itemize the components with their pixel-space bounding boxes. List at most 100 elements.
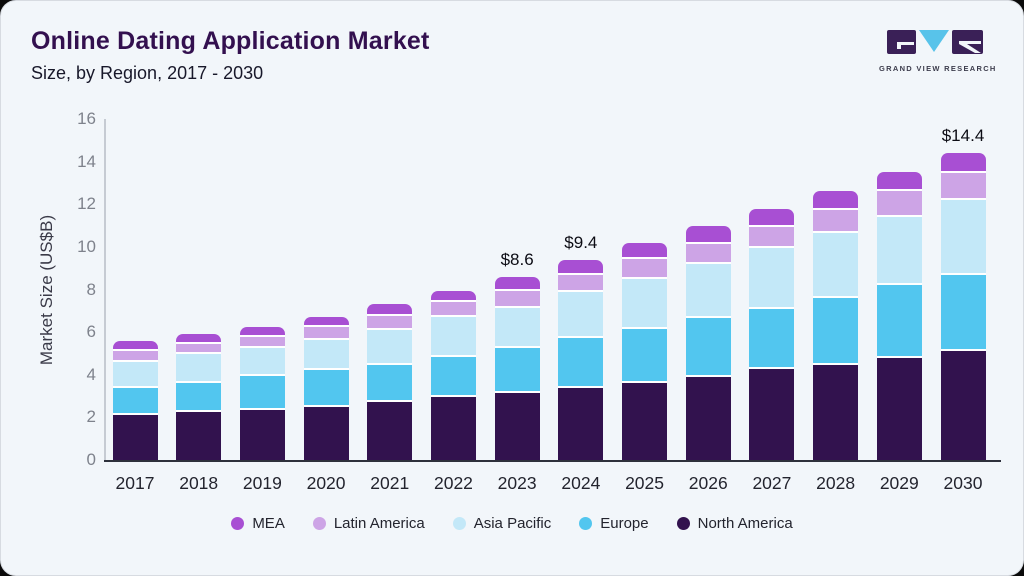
bar-2022 xyxy=(430,290,476,460)
legend-item-mea: MEA xyxy=(231,515,285,532)
segment-2028-asia-pacific xyxy=(813,233,859,298)
segment-2024-north-america xyxy=(558,387,604,460)
segment-2023-latin-america xyxy=(494,290,540,308)
gvr-logo-text: GRAND VIEW RESEARCH xyxy=(879,64,997,73)
value-label-2023: $8.6 xyxy=(500,249,534,269)
segment-2027-asia-pacific xyxy=(749,247,795,309)
segment-2018-europe xyxy=(176,383,222,413)
x-tick-2018: 2018 xyxy=(179,473,219,493)
legend-dot-asia-pacific xyxy=(452,517,466,530)
segment-2023-mea xyxy=(494,276,540,291)
segment-2018-latin-america xyxy=(176,343,222,355)
bar-2027 xyxy=(749,208,795,460)
segment-2026-asia-pacific xyxy=(685,263,731,319)
segment-2024-europe xyxy=(558,338,604,388)
segment-2029-europe xyxy=(876,285,922,358)
y-tick-12: 12 xyxy=(77,194,96,214)
legend-item-europe: Europe xyxy=(579,515,649,532)
segment-2020-north-america xyxy=(303,406,349,460)
segment-2023-europe xyxy=(494,348,540,393)
segment-2027-north-america xyxy=(749,369,795,460)
segment-2021-asia-pacific xyxy=(367,329,413,366)
segment-2017-mea xyxy=(112,340,158,352)
bar-2021 xyxy=(367,304,413,460)
segment-2020-europe xyxy=(303,370,349,407)
bar-2028 xyxy=(813,191,859,460)
segment-2021-north-america xyxy=(367,402,413,460)
bar-2017 xyxy=(112,340,158,460)
value-label-2030: $14.4 xyxy=(941,126,985,146)
segment-2024-latin-america xyxy=(558,274,604,292)
segment-2018-mea xyxy=(176,334,222,344)
x-tick-2028: 2028 xyxy=(816,473,856,493)
segment-2017-europe xyxy=(112,387,158,416)
segment-2020-asia-pacific xyxy=(303,339,349,371)
y-tick-8: 8 xyxy=(86,279,96,299)
segment-2017-latin-america xyxy=(112,351,158,362)
segment-2021-europe xyxy=(367,365,413,403)
segment-2022-asia-pacific xyxy=(430,317,476,357)
x-tick-2030: 2030 xyxy=(943,473,983,493)
bar-2026 xyxy=(685,225,731,460)
bar-2023 xyxy=(494,276,540,460)
segment-2022-mea xyxy=(430,290,476,303)
page-subtitle: Size, by Region, 2017 - 2030 xyxy=(31,63,264,83)
segment-2019-asia-pacific xyxy=(239,348,285,376)
x-tick-2024: 2024 xyxy=(561,473,601,493)
segment-2028-latin-america xyxy=(813,209,859,233)
bar-2030 xyxy=(940,153,986,460)
bar-2024 xyxy=(558,259,604,460)
legend-item-latin-america: Latin America xyxy=(312,515,425,532)
segment-2027-latin-america xyxy=(749,226,795,248)
segment-2025-north-america xyxy=(622,383,668,460)
segment-2018-asia-pacific xyxy=(176,354,222,384)
segment-2030-europe xyxy=(940,274,986,352)
segment-2020-mea xyxy=(303,317,349,327)
segment-2025-mea xyxy=(622,242,668,259)
y-tick-0: 0 xyxy=(86,450,96,469)
value-label-2024: $9.4 xyxy=(564,232,598,252)
logo-g-glyph xyxy=(897,42,914,49)
x-tick-2027: 2027 xyxy=(752,473,792,493)
segment-2028-north-america xyxy=(813,365,859,460)
segment-2030-mea xyxy=(940,153,986,174)
segment-2030-asia-pacific xyxy=(940,199,986,275)
x-axis-line xyxy=(104,460,1001,462)
segment-2025-asia-pacific xyxy=(622,278,668,329)
segment-2022-north-america xyxy=(430,397,476,460)
y-tick-10: 10 xyxy=(77,236,96,256)
segment-2029-latin-america xyxy=(876,191,922,218)
segment-2019-mea xyxy=(239,326,285,338)
segment-2021-latin-america xyxy=(367,316,413,330)
segment-2026-latin-america xyxy=(685,243,731,264)
segment-2019-latin-america xyxy=(239,337,285,349)
segment-2024-mea xyxy=(558,259,604,275)
y-axis-line xyxy=(104,119,106,460)
segment-2027-mea xyxy=(749,208,795,227)
segment-2024-asia-pacific xyxy=(558,291,604,339)
legend-label: Latin America xyxy=(333,515,425,532)
gvr-logo: GRAND VIEW RESEARCH xyxy=(879,29,997,73)
x-tick-2017: 2017 xyxy=(115,473,155,493)
segment-2029-mea xyxy=(876,172,922,192)
segment-2030-latin-america xyxy=(940,173,986,200)
logo-v-triangle xyxy=(919,30,949,52)
segment-2021-mea xyxy=(367,304,413,317)
bar-2029 xyxy=(876,172,922,460)
x-tick-2023: 2023 xyxy=(497,473,537,493)
y-tick-4: 4 xyxy=(86,364,96,384)
y-tick-6: 6 xyxy=(86,322,96,342)
segment-2017-north-america xyxy=(112,415,158,460)
segment-2026-mea xyxy=(685,225,731,244)
y-tick-2: 2 xyxy=(86,407,96,427)
y-tick-16: 16 xyxy=(77,109,96,128)
legend-item-asia-pacific: Asia Pacific xyxy=(452,515,551,532)
segment-2022-latin-america xyxy=(430,302,476,318)
page-title: Online Dating Application Market xyxy=(31,27,430,55)
segment-2019-north-america xyxy=(239,409,285,460)
segment-2028-mea xyxy=(813,191,859,210)
logo-r-glyph xyxy=(959,41,981,53)
x-tick-2026: 2026 xyxy=(688,473,728,493)
segment-2020-latin-america xyxy=(303,326,349,340)
legend-label: North America xyxy=(697,515,793,532)
